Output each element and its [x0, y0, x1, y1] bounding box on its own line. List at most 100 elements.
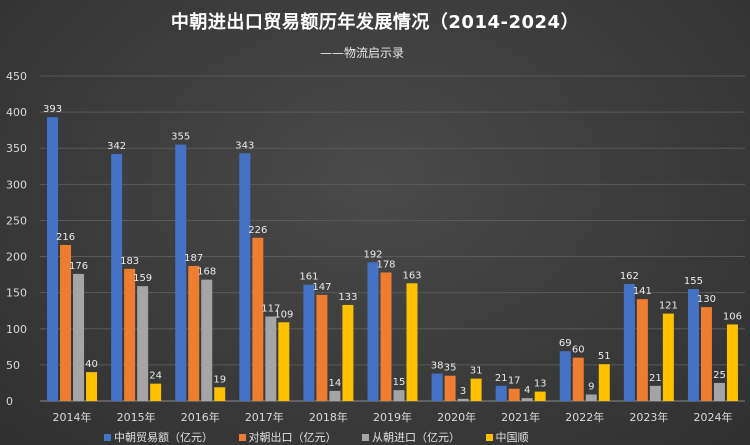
bar	[431, 373, 443, 401]
data-label: 106	[723, 311, 742, 322]
bar	[444, 375, 456, 401]
y-tick-label: 50	[6, 359, 20, 372]
x-tick-label: 2015年	[117, 410, 156, 424]
bar	[636, 299, 648, 401]
x-tick-label: 2020年	[437, 410, 476, 424]
data-label: 342	[107, 141, 126, 152]
chart-subtitle: ——物流启示录	[320, 46, 405, 60]
data-label: 25	[713, 370, 726, 381]
data-label: 393	[43, 104, 62, 115]
x-tick-label: 2016年	[181, 410, 220, 424]
bar	[188, 265, 200, 401]
data-label: 176	[69, 261, 88, 272]
bar	[239, 153, 251, 401]
bar	[47, 117, 59, 402]
y-tick-label: 450	[6, 70, 27, 83]
legend-label-total: 中朝贸易额（亿元）	[114, 431, 213, 444]
y-tick-label: 350	[6, 142, 27, 155]
y-tick-label: 400	[6, 106, 27, 119]
bar	[342, 304, 354, 401]
data-label: 40	[85, 359, 98, 370]
bar	[700, 307, 712, 401]
chart-legend: 中朝贸易额（亿元） 对朝出口（亿元） 从朝进口（亿元） 中国顺	[104, 430, 750, 445]
bar	[380, 272, 392, 401]
bar	[111, 154, 123, 401]
bar	[367, 262, 379, 401]
data-label: 168	[197, 267, 216, 278]
bar	[201, 279, 213, 401]
data-label: 187	[184, 253, 203, 264]
data-label: 19	[213, 374, 226, 385]
bar	[124, 268, 136, 401]
x-tick-label: 2014年	[53, 410, 92, 424]
data-label: 60	[572, 345, 585, 356]
data-label: 38	[431, 361, 444, 372]
data-label: 14	[329, 378, 342, 389]
bar	[457, 398, 469, 401]
y-tick-label: 100	[6, 323, 27, 336]
legend-marker-surplus	[485, 434, 493, 441]
data-label: 130	[697, 294, 716, 305]
x-tick-label: 2019年	[373, 410, 412, 424]
data-label: 343	[235, 140, 254, 151]
bar	[278, 322, 290, 401]
data-label: 226	[248, 225, 267, 236]
data-label: 192	[363, 249, 382, 260]
bar	[73, 273, 85, 401]
data-label: 31	[470, 366, 483, 377]
bar	[150, 383, 162, 401]
x-tick-label: 2024年	[693, 410, 732, 424]
bar	[559, 351, 571, 401]
bar	[623, 284, 635, 401]
chart-title: 中朝进出口贸易额历年发展情况（2014-2024）	[170, 12, 580, 33]
legend-marker-import	[362, 434, 369, 441]
legend-item-export: 对朝出口（亿元）	[238, 430, 337, 445]
data-label: 13	[534, 379, 547, 390]
data-label: 133	[338, 292, 357, 303]
y-tick-label: 0	[6, 395, 13, 408]
bar	[470, 378, 482, 401]
legend-item-import: 从朝进口（亿元）	[362, 430, 460, 445]
bar	[649, 385, 661, 401]
bar	[572, 357, 584, 401]
legend-marker-export	[238, 434, 246, 441]
legend-label-export: 对朝出口（亿元）	[248, 431, 337, 444]
data-label: 216	[56, 232, 75, 243]
y-tick-label: 250	[6, 214, 27, 227]
x-tick-label: 2017年	[245, 410, 284, 424]
data-label: 159	[133, 273, 152, 284]
bar	[60, 245, 72, 401]
bar	[175, 144, 187, 401]
bar	[265, 316, 277, 401]
data-label: 9	[588, 382, 594, 393]
legend-label-surplus: 中国顺	[495, 431, 529, 444]
bar	[508, 388, 520, 401]
x-tick-label: 2021年	[501, 410, 540, 424]
data-label: 21	[495, 373, 508, 384]
data-label: 163	[402, 270, 421, 281]
legend-label-import: 从朝进口（亿元）	[372, 431, 460, 444]
bar	[406, 283, 418, 401]
bar	[303, 284, 315, 401]
bar	[495, 385, 507, 401]
data-label: 35	[444, 363, 457, 374]
bar	[214, 387, 226, 401]
legend-item-total: 中朝贸易额（亿元）	[104, 430, 213, 445]
data-label: 141	[633, 286, 652, 297]
data-label: 161	[299, 272, 318, 283]
data-label: 24	[149, 371, 162, 382]
data-label: 69	[559, 338, 572, 349]
data-label: 162	[620, 271, 639, 282]
data-label: 15	[393, 377, 406, 388]
bar	[585, 394, 597, 401]
bar	[598, 364, 610, 401]
bar	[713, 382, 725, 401]
data-label: 51	[598, 351, 611, 362]
data-label: 178	[376, 259, 395, 270]
x-tick-label: 2022年	[565, 410, 604, 424]
bar	[329, 390, 341, 401]
bar	[137, 286, 149, 401]
x-tick-label: 2018年	[309, 410, 348, 424]
data-label: 109	[274, 309, 293, 320]
